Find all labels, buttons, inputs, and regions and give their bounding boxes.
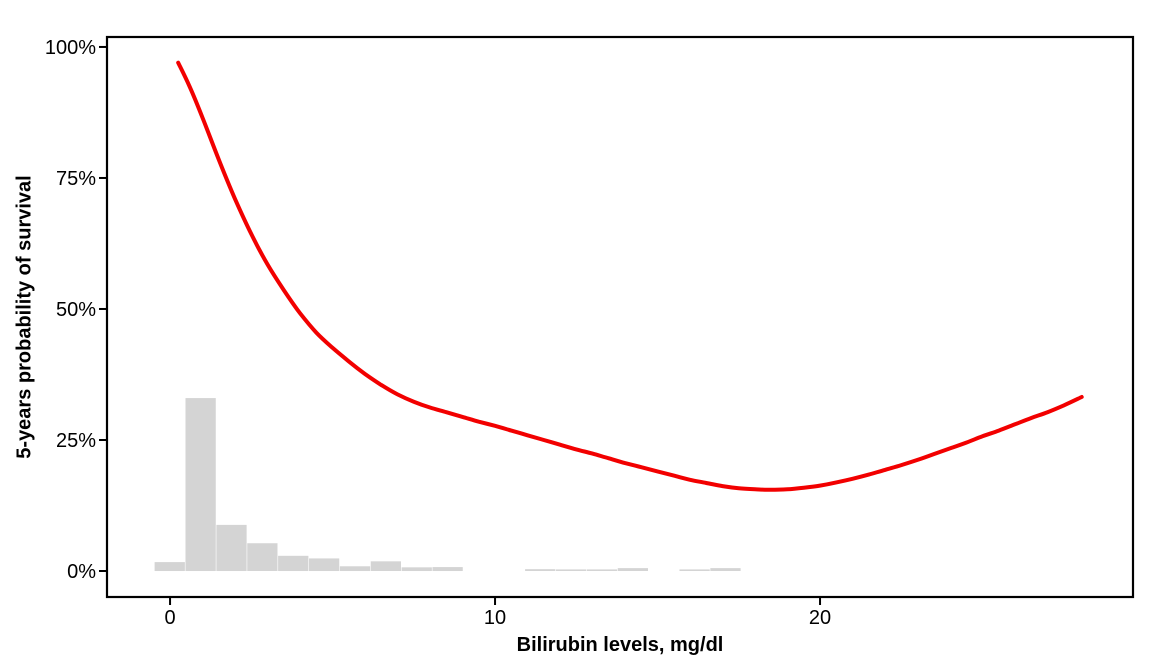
y-tick-label: 75%	[56, 168, 96, 190]
y-tick-label: 50%	[56, 299, 96, 321]
histogram-bar	[586, 569, 618, 571]
histogram-bar	[525, 569, 556, 571]
histogram-bar	[308, 558, 340, 572]
histogram-bar	[555, 569, 587, 571]
histogram-bar	[401, 567, 432, 572]
y-axis-title: 5-years probability of survival	[13, 175, 36, 459]
histogram-bar	[339, 566, 371, 572]
panel-border	[105, 35, 1135, 599]
x-axis-title: Bilirubin levels, mg/dl	[516, 634, 724, 656]
histogram-bar	[617, 568, 648, 571]
histogram-bar	[154, 562, 185, 572]
y-tick-label: 100%	[45, 37, 96, 59]
histogram-bar	[216, 524, 247, 572]
y-tick-label: 0%	[67, 561, 96, 583]
histogram-bar	[679, 569, 710, 571]
x-tick-label: 10	[484, 607, 506, 629]
x-tick-label: 0	[164, 607, 175, 629]
histogram-bar	[278, 555, 309, 572]
x-tick-label: 20	[809, 607, 831, 629]
histogram-bar	[710, 568, 741, 571]
survival-curve	[176, 60, 1084, 492]
histogram-bar	[247, 543, 278, 571]
histogram-bar	[370, 561, 401, 571]
histogram-bar	[432, 567, 463, 572]
y-tick-label: 25%	[56, 430, 96, 452]
histogram-bar	[185, 398, 216, 572]
